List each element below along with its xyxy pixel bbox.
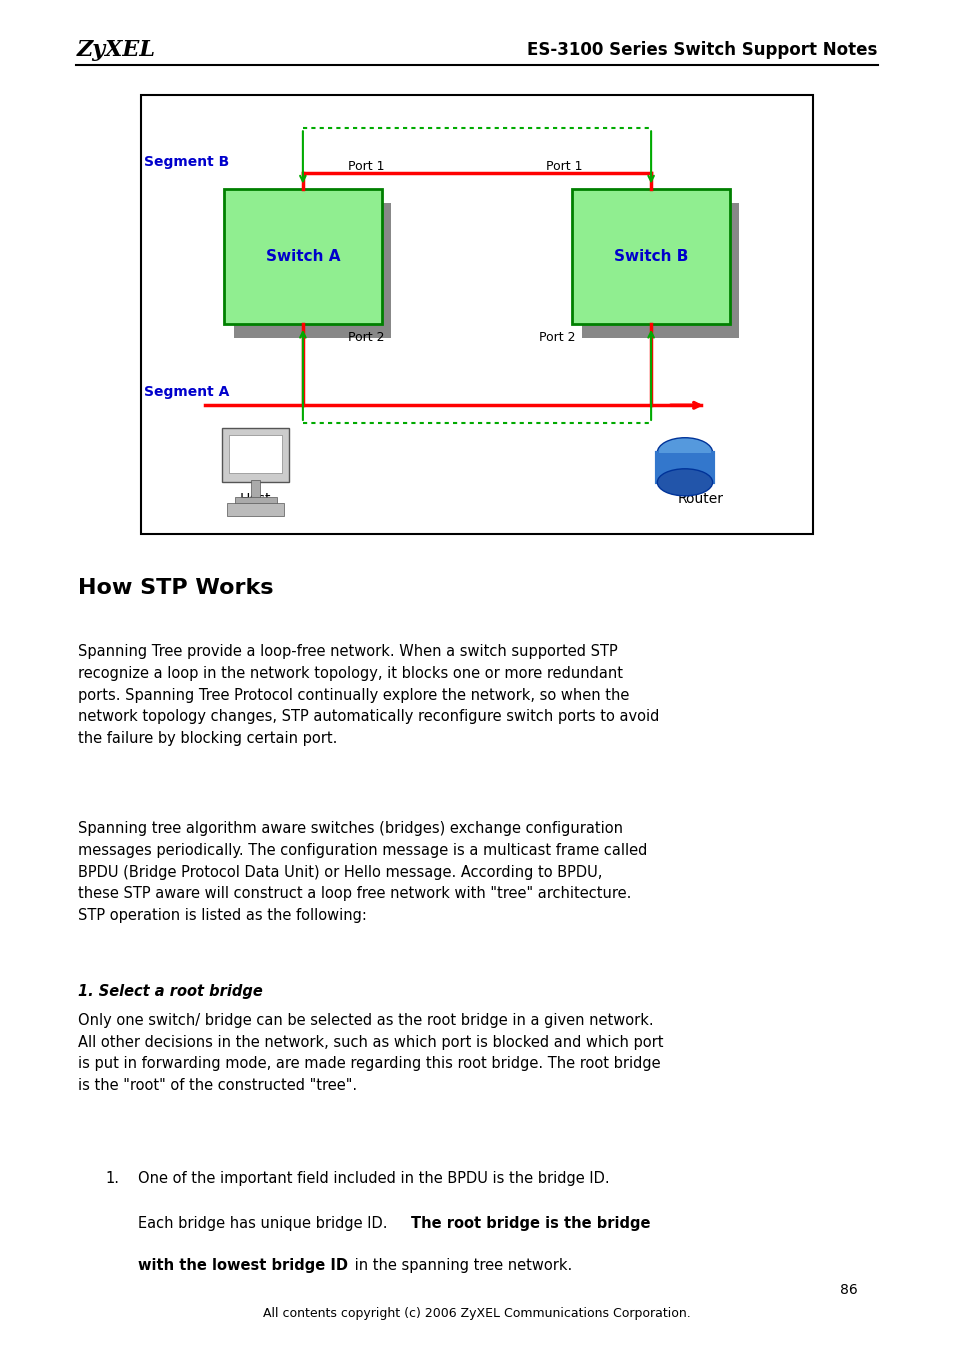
Bar (227, 503, 284, 516)
Text: ES-3100 Series Switch Support Notes: ES-3100 Series Switch Support Notes (527, 41, 877, 59)
Text: 1. Select a root bridge: 1. Select a root bridge (78, 984, 263, 998)
Ellipse shape (657, 438, 712, 467)
Text: Only one switch/ bridge can be selected as the root bridge in a given network.
A: Only one switch/ bridge can be selected … (78, 1013, 663, 1093)
Text: Switch A: Switch A (265, 249, 340, 265)
Text: ZyXEL: ZyXEL (76, 39, 155, 61)
Ellipse shape (657, 469, 712, 496)
Bar (224, 189, 381, 324)
Text: Port 2: Port 2 (538, 331, 575, 345)
Bar (581, 203, 739, 338)
Text: Router: Router (677, 492, 722, 505)
Bar (229, 435, 282, 473)
Text: One of the important field included in the BPDU is the bridge ID.: One of the important field included in t… (138, 1171, 609, 1186)
Text: Port 1: Port 1 (348, 159, 384, 173)
Bar (251, 480, 260, 500)
Text: Segment A: Segment A (144, 385, 229, 399)
Text: Host: Host (239, 492, 272, 505)
Bar (141, 95, 812, 534)
Bar (234, 497, 276, 505)
Text: with the lowest bridge ID: with the lowest bridge ID (138, 1258, 348, 1273)
Bar (222, 428, 289, 482)
Text: Spanning Tree provide a loop-free network. When a switch supported STP
recognize: Spanning Tree provide a loop-free networ… (78, 644, 659, 746)
Bar (657, 453, 712, 482)
Text: Switch B: Switch B (614, 249, 687, 265)
Text: 86: 86 (839, 1283, 857, 1297)
Text: Port 2: Port 2 (348, 331, 384, 345)
Text: in the spanning tree network.: in the spanning tree network. (350, 1258, 572, 1273)
Text: Port 1: Port 1 (545, 159, 581, 173)
Text: How STP Works: How STP Works (78, 578, 274, 598)
Bar (572, 189, 729, 324)
Text: 1.: 1. (105, 1171, 119, 1186)
Text: Spanning tree algorithm aware switches (bridges) exchange configuration
messages: Spanning tree algorithm aware switches (… (78, 821, 647, 923)
Text: All contents copyright (c) 2006 ZyXEL Communications Corporation.: All contents copyright (c) 2006 ZyXEL Co… (263, 1306, 690, 1320)
Text: The root bridge is the bridge: The root bridge is the bridge (411, 1216, 650, 1231)
Text: Each bridge has unique bridge ID.: Each bridge has unique bridge ID. (138, 1216, 392, 1231)
Text: Segment B: Segment B (144, 155, 229, 169)
Bar (233, 203, 391, 338)
